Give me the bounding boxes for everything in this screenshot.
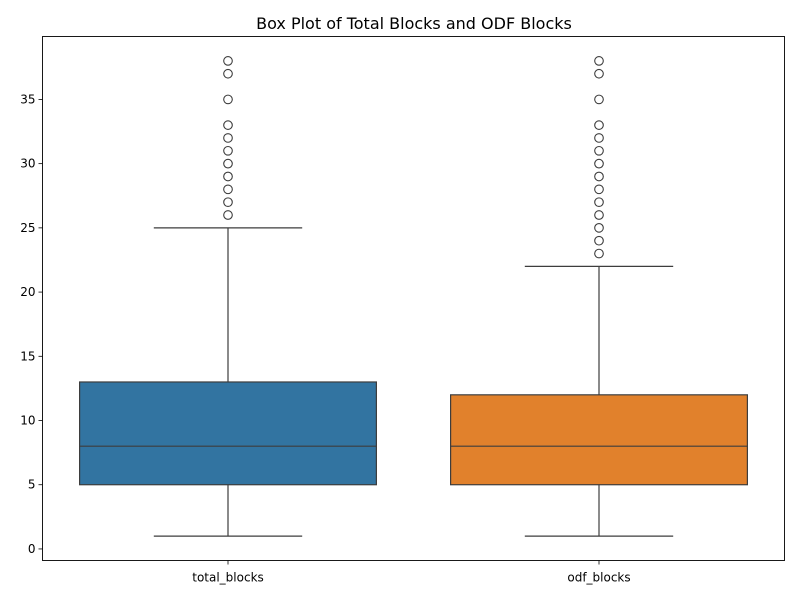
outlier-point <box>223 56 233 66</box>
y-tick-label: 20 <box>20 285 35 299</box>
y-tick-label: 0 <box>28 542 36 556</box>
y-tick-label: 5 <box>28 478 36 492</box>
x-axis: total_blocks odf_blocks <box>192 560 631 585</box>
outlier-point <box>223 145 233 156</box>
y-tick-label: 35 <box>20 92 35 106</box>
y-tick-label: 25 <box>20 221 35 235</box>
outlier-point <box>223 68 233 79</box>
outlier-point <box>594 133 604 143</box>
outlier-point <box>594 223 604 233</box>
outlier-point <box>223 158 233 169</box>
outlier-point <box>594 56 604 66</box>
plot-frame <box>42 36 785 561</box>
outlier-point <box>223 120 233 130</box>
outlier-point <box>223 133 233 143</box>
outlier-point <box>594 120 604 130</box>
chart-title: Box Plot of Total Blocks and ODF Blocks <box>256 14 572 33</box>
outlier-point <box>594 235 604 246</box>
box-iqr <box>450 394 748 486</box>
outlier-point <box>594 145 604 156</box>
y-tick-label: 15 <box>20 349 35 363</box>
outlier-point <box>223 197 233 208</box>
outlier-point <box>594 184 604 195</box>
outlier-point <box>223 184 233 195</box>
y-axis: 0 5 10 15 20 25 30 35 <box>20 92 43 556</box>
box-iqr <box>78 381 377 486</box>
outlier-point <box>594 68 604 79</box>
outlier-point <box>594 94 604 105</box>
y-tick-label: 30 <box>20 157 35 171</box>
outlier-point <box>223 171 233 182</box>
outlier-point <box>223 94 233 105</box>
outlier-point <box>594 171 604 182</box>
y-tick-label: 10 <box>20 414 35 428</box>
outlier-point <box>594 158 604 169</box>
x-tick-label-odf_blocks: odf_blocks <box>567 571 630 585</box>
box-group-total_blocks <box>78 56 377 537</box>
boxes-layer <box>78 56 748 537</box>
outlier-point <box>594 248 604 259</box>
outlier-point <box>223 210 233 220</box>
box-group-odf_blocks <box>450 56 748 537</box>
outlier-point <box>594 197 604 208</box>
outlier-point <box>594 210 604 220</box>
x-tick-label-total_blocks: total_blocks <box>192 571 264 585</box>
